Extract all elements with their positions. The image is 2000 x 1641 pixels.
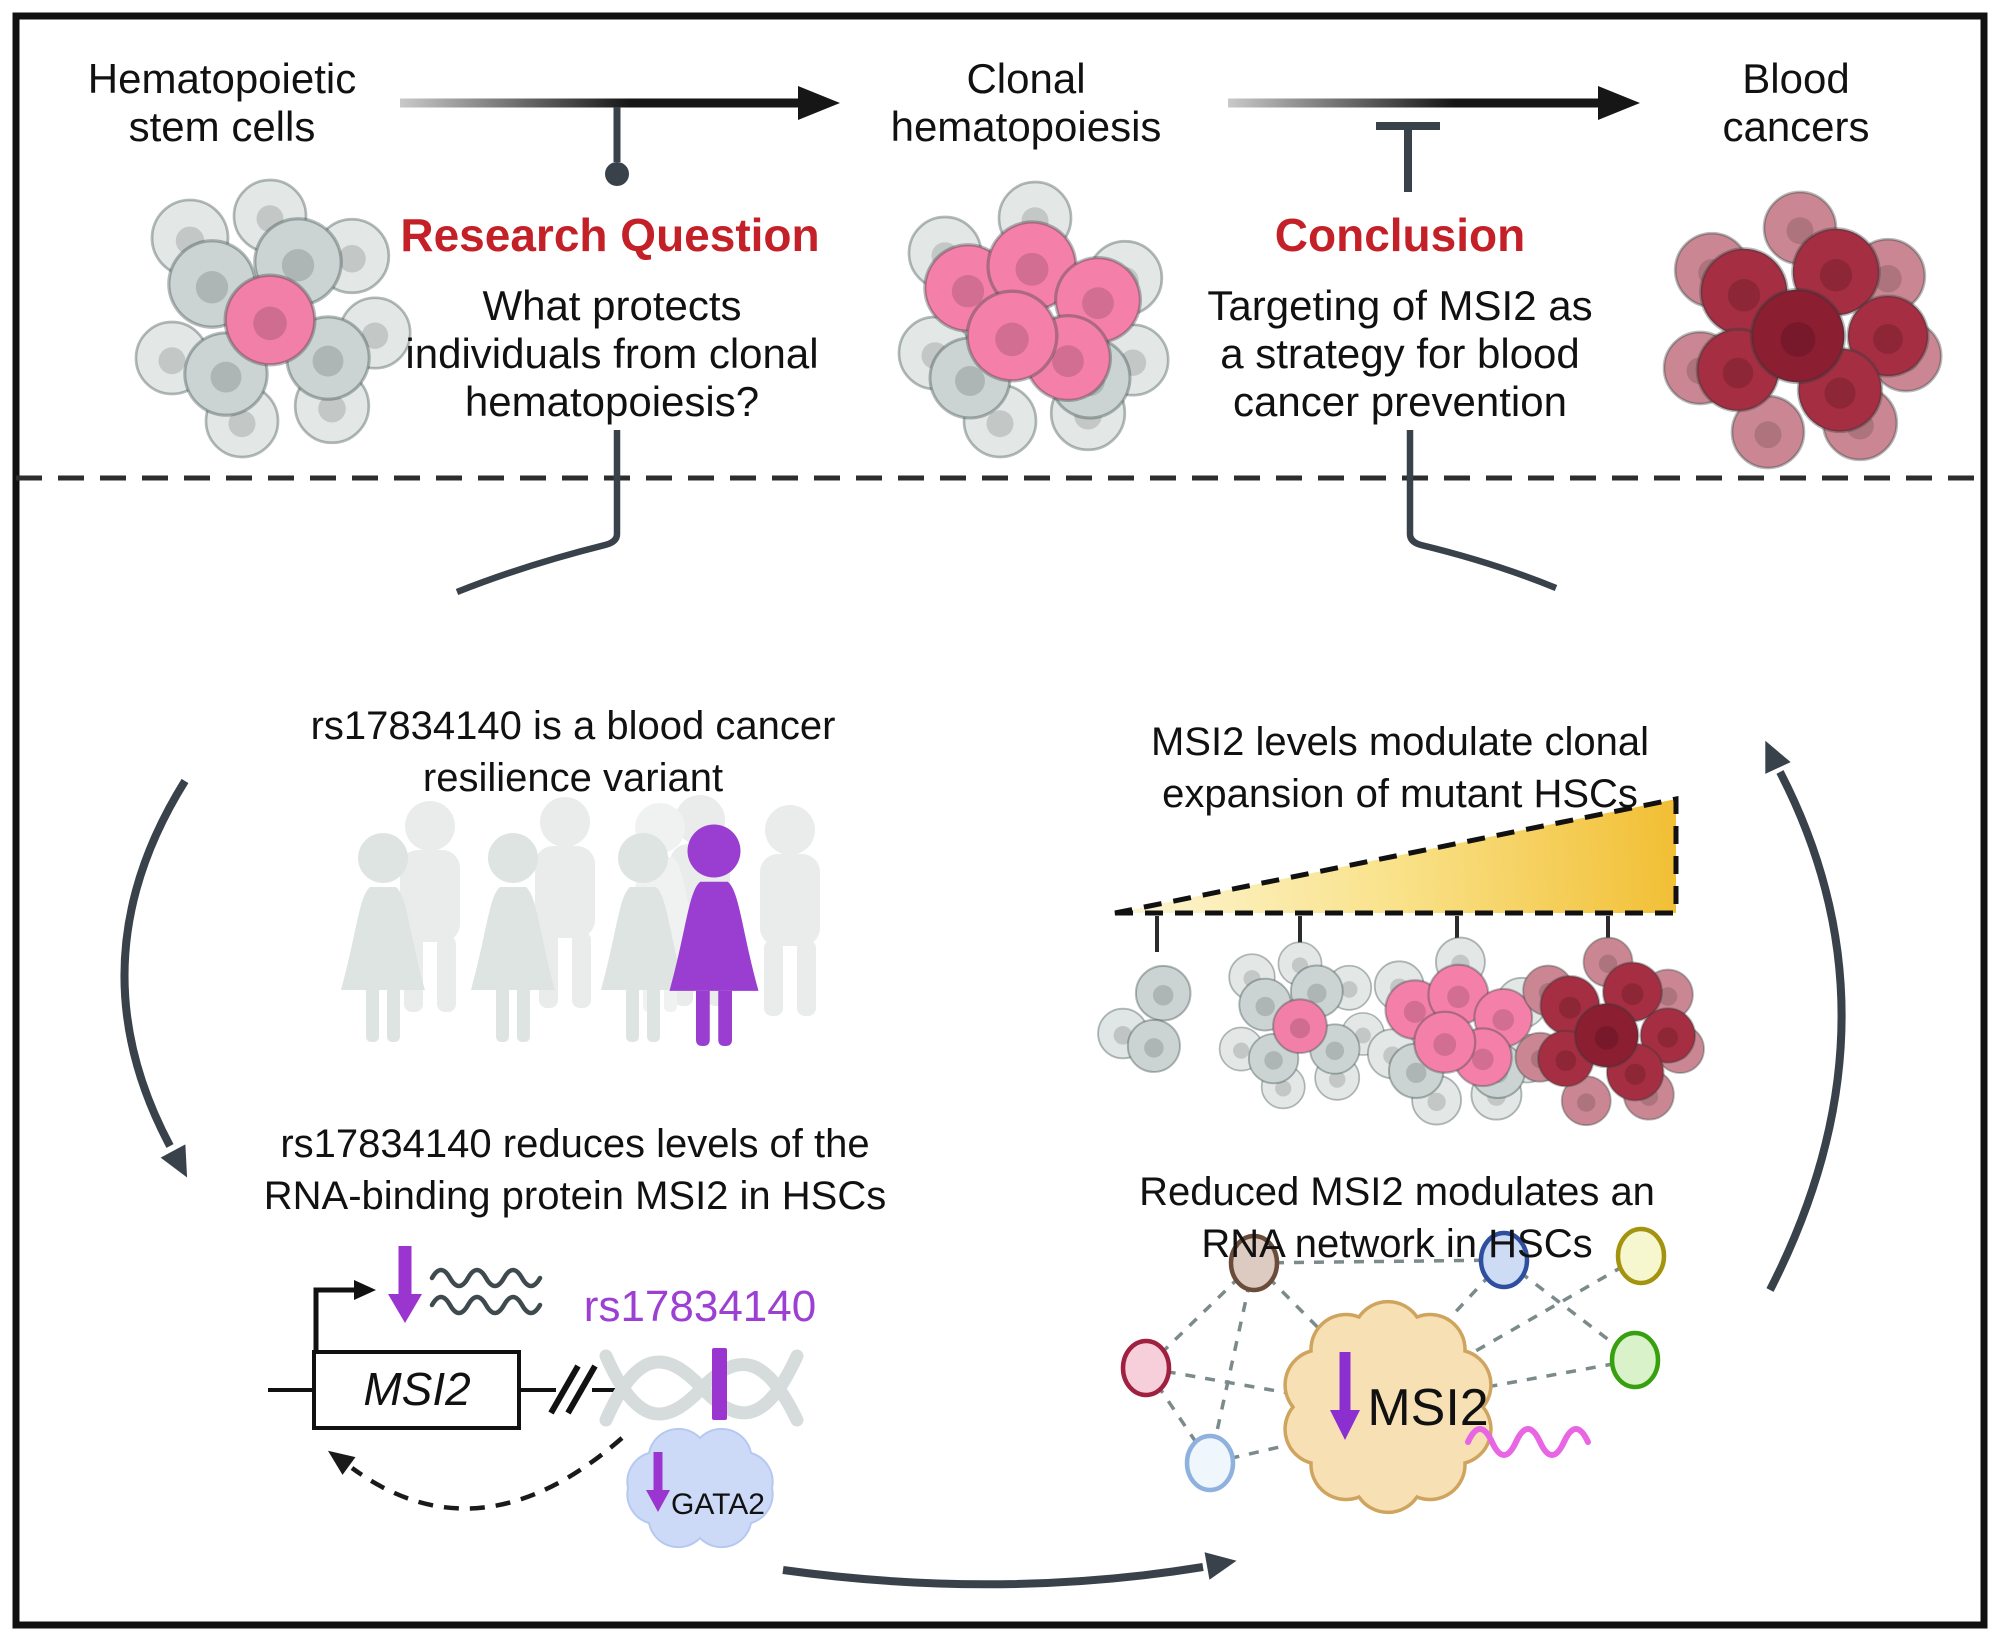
network-node-blue: [1478, 1230, 1530, 1290]
cycle-arrow-bottom-icon: [782, 1552, 1237, 1589]
expansion-title-line2: expansion of mutant HSCs: [1162, 772, 1638, 816]
clonal-cell-cluster-icon: [899, 182, 1168, 457]
arrow-clonal-to-cancer-icon: [1228, 86, 1640, 120]
stage-clonal-line1: Clonal: [966, 55, 1086, 102]
reduction-title-line2: RNA-binding protein MSI2 in HSCs: [263, 1174, 887, 1218]
rna-squiggle-icon: [1465, 1426, 1591, 1458]
network-title-line1: Reduced MSI2 modulates an: [1139, 1170, 1655, 1214]
panel-title-network: Reduced MSI2 modulates an RNA network in…: [1139, 1166, 1655, 1270]
cycle-arrow-right-icon: [1765, 740, 1846, 1292]
rna-network: [1120, 1226, 1667, 1515]
expansion-title-line1: MSI2 levels modulate clonal: [1150, 720, 1650, 764]
genomic-break-slashes-icon: [548, 1364, 598, 1415]
reduction-title-line1: rs17834140 reduces levels of the: [280, 1122, 870, 1166]
gata2-down-arrow-icon: [646, 1452, 670, 1512]
bracket-left: [455, 430, 621, 596]
mrna-squiggles-icon: [429, 1267, 543, 1316]
msi2-down-arrow-icon: [1330, 1352, 1360, 1440]
variant-label: rs17834140: [583, 1282, 817, 1331]
inhibition-tbar-icon: [1376, 122, 1440, 192]
stage-clonal-line2: hematopoiesis: [890, 103, 1162, 150]
research-question-connector-icon: [605, 107, 629, 186]
conclusion-line1: Targeting of MSI2 as: [1207, 282, 1593, 329]
stage-label-clonal: Clonal hematopoiesis: [891, 55, 1162, 151]
conclusion-line2: a strategy for blood: [1220, 330, 1580, 377]
stage-cancer-line2: cancers: [1722, 103, 1870, 150]
blood-cancer-cell-cluster-icon: [1664, 192, 1941, 468]
panel-title-resilience: rs17834140 is a blood cancer resilience …: [311, 700, 836, 804]
bracket-right: [1406, 430, 1558, 592]
stage-label-cancer: Blood cancers: [1722, 55, 1869, 151]
msi2-gene-label: MSI2: [363, 1363, 471, 1415]
feedback-dashed-arrow-icon: [327, 1436, 624, 1511]
msi2-reduction-arrow-icon: [388, 1246, 422, 1323]
small-cluster-mutant-icon: [1220, 942, 1385, 1108]
gata2-blob-icon: [626, 1427, 774, 1549]
network-node-red: [1120, 1338, 1172, 1398]
research-question-line2: individuals from clonal: [405, 330, 819, 377]
promoter-arrow-icon: [313, 1280, 376, 1352]
msi2-protein-blob-icon: [1283, 1299, 1493, 1515]
research-question-line1: What protects: [482, 282, 742, 329]
conclusion-heading: Conclusion: [1274, 209, 1526, 261]
msi2-gradient-triangle-icon: [1114, 795, 1679, 952]
stage-hsc-line1: Hematopoietic: [87, 55, 357, 102]
conclusion-line3: cancer prevention: [1233, 378, 1567, 425]
panel-title-expansion: MSI2 levels modulate clonal expansion of…: [1151, 716, 1649, 820]
network-title-line2: RNA network in HSCs: [1201, 1222, 1593, 1266]
arrow-hsc-to-clonal-icon: [400, 86, 840, 120]
dna-helix-icon: [599, 1349, 804, 1427]
msi2-protein-label: MSI2: [1367, 1379, 1489, 1437]
stage-hsc-line2: stem cells: [128, 103, 316, 150]
network-node-green: [1609, 1330, 1661, 1390]
research-question-line3: hematopoiesis?: [464, 378, 760, 425]
small-cluster-normal-icon: [1097, 964, 1192, 1073]
hsc-cell-cluster-icon: [136, 180, 410, 457]
stage-label-hsc: Hematopoietic stem cells: [88, 55, 356, 151]
network-node-yellow: [1615, 1226, 1667, 1286]
panel-title-reduction: rs17834140 reduces levels of the RNA-bin…: [264, 1118, 886, 1222]
resilience-title-line1: rs17834140 is a blood cancer: [310, 704, 836, 748]
population-crowd-icon: [341, 795, 820, 1046]
msi2-gene-diagram: [268, 1246, 804, 1549]
network-node-brown: [1228, 1233, 1280, 1293]
conclusion-text: Targeting of MSI2 as a strategy for bloo…: [1207, 282, 1592, 426]
figure-border: [12, 12, 1988, 1629]
cycle-arrow-left-icon: [120, 778, 189, 1178]
resilience-title-line2: resilience variant: [422, 756, 724, 800]
research-question-text: What protects individuals from clonal he…: [405, 282, 818, 426]
small-cluster-expanded-icon: [1368, 938, 1551, 1125]
msi2-gene-box: [312, 1350, 521, 1430]
gata2-label: GATA2: [671, 1488, 765, 1521]
small-cluster-cancer-icon: [1516, 938, 1704, 1126]
stage-cancer-line1: Blood: [1742, 55, 1850, 102]
research-question-heading: Research Question: [400, 209, 820, 261]
variant-bar-icon: [712, 1348, 727, 1420]
network-node-lightblue: [1184, 1433, 1236, 1493]
